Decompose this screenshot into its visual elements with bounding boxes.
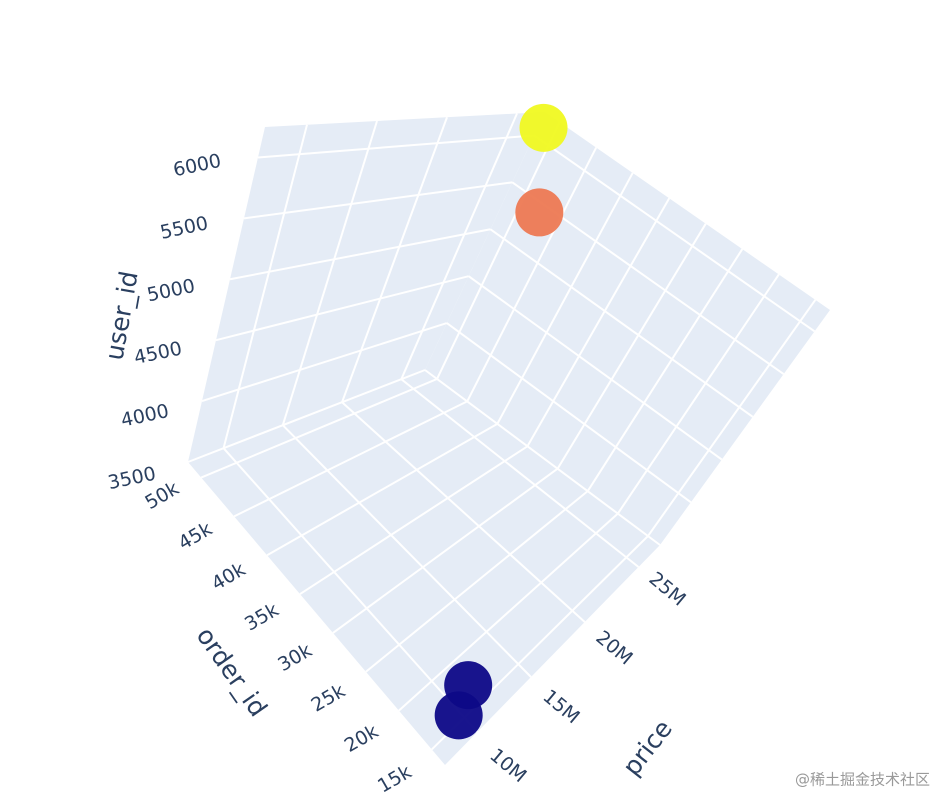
y-tick-label: 30k xyxy=(274,639,315,676)
y-tick-label: 25k xyxy=(308,680,349,717)
y-tick-label: 35k xyxy=(241,599,282,636)
grid-line xyxy=(616,273,780,515)
grid-line xyxy=(526,197,671,447)
grid-line xyxy=(299,445,528,595)
data-point xyxy=(519,103,568,152)
grid-line xyxy=(398,512,619,712)
grid-line xyxy=(468,275,723,461)
grid-line xyxy=(222,124,308,449)
grid-line xyxy=(341,116,448,403)
grid-line xyxy=(586,248,744,492)
grid-line xyxy=(229,228,491,281)
grid-line xyxy=(446,322,692,504)
z-tick-label: 5000 xyxy=(145,275,197,307)
grid-line xyxy=(282,424,532,678)
grid-line xyxy=(243,181,513,220)
grid-line xyxy=(266,422,498,557)
data-point xyxy=(434,691,483,740)
y-tick-label: 20k xyxy=(341,720,382,757)
x-tick-label: 15M xyxy=(538,685,583,728)
grid-line xyxy=(489,228,754,418)
grid-line xyxy=(233,400,468,518)
grid-line xyxy=(436,121,561,380)
z-tick-label: 5500 xyxy=(158,212,210,244)
x-tick-label: 25M xyxy=(645,568,690,611)
z-tick-label: 6000 xyxy=(171,150,223,182)
watermark: @稀土掘金技术社区 xyxy=(795,771,930,789)
grid-line xyxy=(556,223,707,470)
z-tick-label: 4500 xyxy=(132,337,184,369)
z-tick-label: 4000 xyxy=(119,400,171,432)
grid-line xyxy=(222,447,478,733)
order-wall xyxy=(188,112,545,462)
grid-line xyxy=(281,120,378,426)
grid-line xyxy=(647,299,817,537)
grid-line xyxy=(187,369,426,463)
grid-line xyxy=(424,369,661,546)
x-axis-title: price xyxy=(617,714,678,781)
grid-line xyxy=(496,172,634,425)
grid-line xyxy=(257,134,535,159)
grid-line xyxy=(466,147,598,402)
y-tick-label: 15k xyxy=(374,761,415,798)
grid-line xyxy=(215,275,469,342)
grid-line xyxy=(400,378,640,568)
grid-line xyxy=(332,467,559,634)
grid-line xyxy=(201,322,448,403)
y-tick-label: 40k xyxy=(208,558,249,595)
grid-line xyxy=(365,490,589,673)
x-tick-label: 20M xyxy=(592,627,637,670)
grid-line xyxy=(533,134,816,333)
x-tick-label: 10M xyxy=(485,744,530,787)
data-point xyxy=(515,188,564,237)
y-tick-label: 45k xyxy=(175,518,216,555)
grid-line xyxy=(400,113,518,380)
y-axis-title: order_id xyxy=(191,622,273,722)
grid-line xyxy=(200,378,438,479)
grid-line xyxy=(341,401,586,623)
